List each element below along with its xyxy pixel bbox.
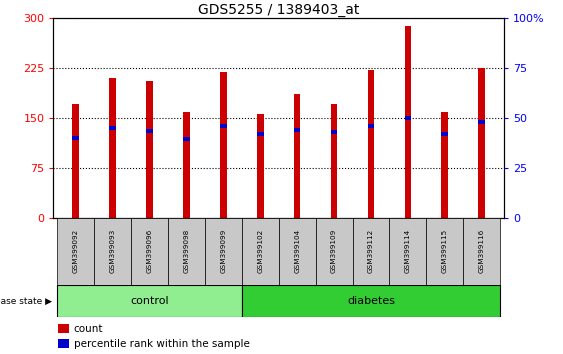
Bar [479,120,485,124]
Text: GSM399112: GSM399112 [368,229,374,273]
Bar [58,339,69,348]
Bar [463,218,500,285]
Bar [479,68,485,218]
Bar [131,218,168,285]
Bar [109,78,116,218]
Bar [57,218,94,285]
Text: GSM399092: GSM399092 [73,229,79,273]
Text: GSM399115: GSM399115 [442,229,448,273]
Text: percentile rank within the sample: percentile rank within the sample [74,339,249,349]
Text: disease state ▶: disease state ▶ [0,296,52,306]
Bar [220,72,227,218]
Bar [330,130,337,135]
Bar [94,218,131,285]
Bar [368,70,374,218]
Bar [57,285,242,317]
Bar [390,218,426,285]
Text: control: control [130,296,169,306]
Bar [242,218,279,285]
Text: GSM399096: GSM399096 [146,229,153,273]
Text: diabetes: diabetes [347,296,395,306]
Bar [168,218,205,285]
Bar [72,136,79,140]
Bar [146,81,153,218]
Bar [368,124,374,128]
Text: GSM399114: GSM399114 [405,229,411,273]
Bar [205,218,242,285]
Text: GSM399109: GSM399109 [331,229,337,273]
Bar [426,218,463,285]
Bar [352,218,390,285]
Title: GDS5255 / 1389403_at: GDS5255 / 1389403_at [198,3,359,17]
Bar [257,132,263,136]
Bar [405,26,411,218]
Bar [220,124,227,128]
Text: GSM399102: GSM399102 [257,229,263,273]
Text: GSM399098: GSM399098 [184,229,189,273]
Text: GSM399116: GSM399116 [479,229,485,273]
Bar [316,218,352,285]
Bar [183,112,190,218]
Bar [58,324,69,333]
Bar [441,112,448,218]
Bar [72,104,79,218]
Text: count: count [74,324,103,334]
Text: GSM399104: GSM399104 [294,229,300,273]
Bar [441,132,448,136]
Bar [330,104,337,218]
Bar [242,285,500,317]
Bar [257,114,263,218]
Text: GSM399099: GSM399099 [220,229,226,273]
Bar [109,126,116,130]
Bar [279,218,316,285]
Bar [405,116,411,120]
Text: GSM399093: GSM399093 [110,229,115,273]
Bar [183,137,190,141]
Bar [294,128,301,132]
Bar [146,129,153,133]
Bar [294,95,301,218]
